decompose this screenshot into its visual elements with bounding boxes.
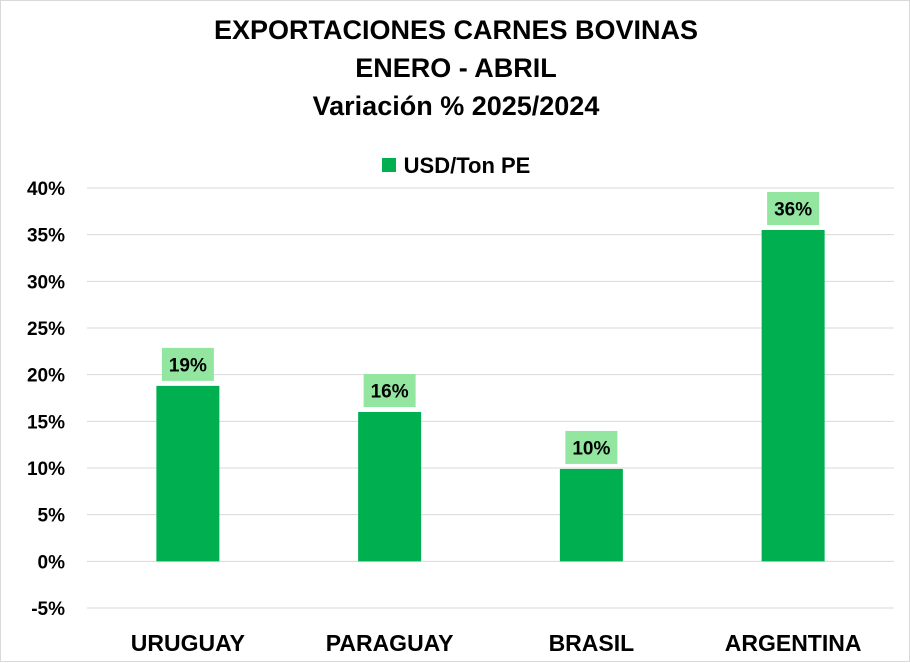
- data-label: 36%: [774, 200, 812, 221]
- y-tick-label: 15%: [27, 412, 65, 433]
- chart-title-line-1: EXPORTACIONES CARNES BOVINAS: [213, 15, 699, 45]
- y-tick-label: 40%: [27, 179, 65, 200]
- data-label: 19%: [169, 355, 207, 376]
- legend-swatch: [381, 158, 396, 172]
- legend-label: USD/Ton PE: [403, 153, 531, 178]
- y-tick-label: 5%: [38, 506, 66, 527]
- legend: USD/Ton PE: [1, 153, 910, 179]
- x-category-label: BRASIL: [549, 630, 635, 656]
- bar: [761, 230, 825, 562]
- y-tick-label: 30%: [27, 272, 65, 293]
- data-label-background: [565, 430, 618, 464]
- x-category-label: PARAGUAY: [326, 630, 454, 656]
- y-tick-label: -5%: [31, 599, 65, 620]
- data-label-background: [363, 374, 416, 407]
- data-label: 10%: [572, 438, 610, 459]
- bar: [156, 385, 220, 562]
- y-tick-label: 20%: [27, 366, 65, 387]
- bar: [358, 412, 422, 562]
- chart-title-line-3: Variación % 2025/2024: [312, 91, 600, 121]
- y-tick-label: 35%: [27, 226, 65, 247]
- chart-title-line-2: ENERO - ABRIL: [355, 53, 557, 83]
- y-tick-label: 10%: [27, 459, 65, 480]
- y-tick-label: 25%: [27, 319, 65, 340]
- data-label: 16%: [371, 382, 409, 403]
- data-label-background: [767, 192, 820, 225]
- x-category-label: ARGENTINA: [725, 630, 862, 656]
- x-category-label: URUGUAY: [131, 630, 245, 656]
- bar: [559, 468, 623, 562]
- data-label-background: [161, 347, 214, 381]
- y-tick-label: 0%: [38, 552, 66, 573]
